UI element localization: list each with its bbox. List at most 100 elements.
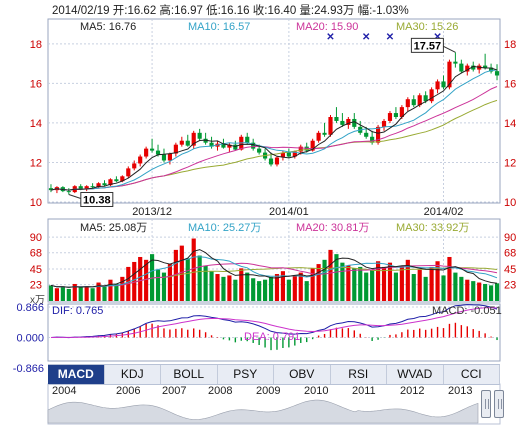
volume-bar	[60, 286, 65, 301]
volume-bar	[90, 288, 95, 301]
volume-bar	[280, 271, 286, 301]
price-tick-left: 14	[30, 118, 42, 130]
candle	[280, 152, 286, 158]
timeline-year: 2006	[116, 385, 141, 397]
candle	[233, 144, 238, 150]
event-marker-icon: ✕	[433, 32, 441, 43]
volume-bar	[453, 272, 458, 301]
candle	[102, 183, 107, 186]
volume-bar	[292, 275, 297, 301]
volume-bar	[298, 272, 303, 301]
high-callout-leader	[443, 45, 456, 53]
price-ma-label: MA5: 16.76	[80, 21, 136, 33]
dif-line	[50, 304, 498, 339]
candle	[132, 163, 137, 169]
tab-cci[interactable]: CCI	[444, 365, 500, 384]
timeline-year: 2010	[304, 385, 329, 397]
volume-bar	[108, 279, 113, 301]
candle	[197, 132, 202, 139]
tab-psy[interactable]: PSY	[218, 365, 274, 384]
candle	[399, 107, 404, 117]
volume-bar	[488, 285, 494, 301]
volume-bar	[215, 274, 220, 301]
candle	[411, 99, 416, 106]
volume-bar	[78, 287, 83, 301]
timeline-year: 2011	[352, 385, 376, 397]
volume-bar	[138, 256, 143, 301]
low-callout-box	[80, 191, 114, 207]
price-tick-left: 18	[30, 39, 42, 51]
timeline-year: 2012	[400, 385, 425, 397]
macd-panel-frame	[47, 303, 501, 362]
candle	[251, 142, 256, 149]
date-tick: 2014/01	[269, 206, 309, 218]
range-handle-right[interactable]	[494, 390, 504, 418]
candle	[447, 61, 452, 88]
volume-ma-label: MA20: 30.81万	[296, 222, 369, 234]
price-tick-right: 16	[504, 78, 516, 90]
candle	[435, 81, 440, 90]
price-tick-right: 10	[504, 197, 516, 209]
candle	[78, 186, 83, 190]
vol-ma10-line	[50, 256, 498, 288]
macd-tick: -0.866	[13, 363, 44, 375]
volume-bar	[66, 288, 71, 301]
volume-ma-label: MA5: 25.08万	[80, 222, 147, 234]
candle	[48, 188, 54, 191]
candle	[138, 156, 143, 164]
tab-obv[interactable]: OBV	[274, 365, 331, 384]
volume-bar	[393, 272, 399, 301]
timeline-year: 2008	[208, 385, 233, 397]
candle	[352, 118, 357, 127]
vol-ma20-line	[50, 262, 498, 288]
candle	[429, 89, 434, 102]
volume-bar	[54, 288, 60, 301]
volume-bar	[227, 275, 232, 301]
range-handle-left[interactable]	[481, 390, 491, 418]
volume-bar	[120, 276, 125, 301]
tab-kdj[interactable]: KDJ	[105, 365, 161, 384]
volume-bar	[381, 266, 387, 301]
candle	[322, 132, 327, 135]
volume-bar	[310, 268, 315, 301]
volume-bar	[167, 264, 173, 301]
macd-label: MACD: -0.051	[432, 305, 502, 317]
volume-tick-left: 90	[30, 232, 42, 244]
volume-bar	[316, 264, 321, 301]
candle	[203, 138, 208, 143]
tab-macd[interactable]: MACD	[48, 365, 105, 384]
price-tick-right: 18	[504, 39, 516, 51]
volume-bar	[102, 285, 107, 301]
ma5-line	[50, 65, 498, 191]
quote-header: 2014/02/19 开:16.62 高:16.97 低:16.16 收:16.…	[52, 5, 409, 17]
volume-bar	[161, 272, 167, 301]
volume-bar	[268, 276, 274, 301]
volume-bar	[233, 279, 238, 301]
date-tick: 2014/02	[424, 206, 464, 218]
tab-wvad[interactable]: WVAD	[387, 365, 444, 384]
volume-tick-left: 45	[30, 264, 42, 276]
candle	[227, 144, 232, 148]
candle	[173, 144, 178, 154]
volume-bar	[72, 283, 77, 301]
candle	[268, 158, 274, 165]
volume-tick-left: 68	[30, 248, 42, 260]
volume-bar	[417, 269, 422, 301]
volume-bar	[459, 276, 464, 301]
volume-bar	[358, 266, 363, 301]
tab-rsi[interactable]: RSI	[331, 365, 387, 384]
volume-bar	[179, 245, 184, 301]
event-marker-icon: ✕	[386, 32, 394, 43]
candle	[245, 136, 250, 143]
volume-bar	[251, 278, 256, 301]
volume-tick-right: 23	[504, 280, 516, 292]
volume-bar	[352, 268, 357, 301]
timeline-year: 2004	[52, 385, 77, 397]
candle	[161, 154, 167, 161]
volume-bar	[221, 276, 226, 301]
volume-bar	[262, 279, 268, 301]
candle	[90, 186, 95, 188]
candle	[274, 157, 280, 165]
tab-boll[interactable]: BOLL	[161, 365, 218, 384]
